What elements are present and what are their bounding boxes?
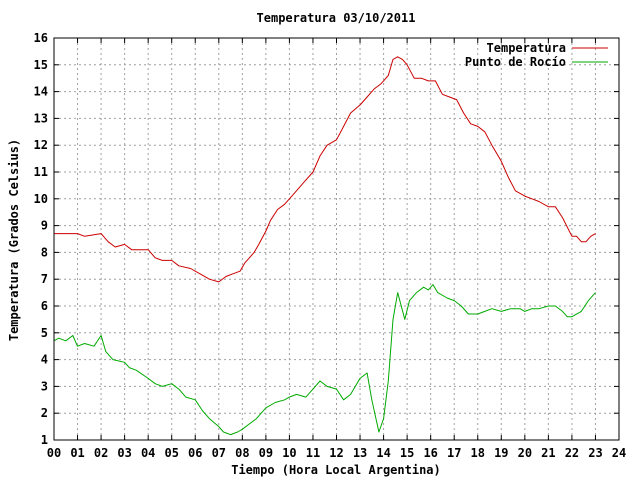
- x-tick-label: 06: [188, 446, 202, 460]
- x-tick-label: 01: [70, 446, 84, 460]
- y-tick-label: 12: [34, 138, 48, 152]
- y-tick-label: 10: [34, 192, 48, 206]
- x-tick-label: 10: [282, 446, 296, 460]
- legend-label-temperatura: Temperatura: [487, 41, 566, 55]
- x-tick-label: 13: [353, 446, 367, 460]
- x-tick-label: 21: [541, 446, 555, 460]
- x-tick-label: 08: [235, 446, 249, 460]
- y-tick-label: 8: [41, 245, 48, 259]
- y-tick-label: 9: [41, 219, 48, 233]
- x-tick-label: 05: [164, 446, 178, 460]
- x-tick-label: 12: [329, 446, 343, 460]
- y-tick-label: 14: [34, 85, 48, 99]
- x-tick-label: 14: [376, 446, 390, 460]
- x-tick-label: 18: [471, 446, 485, 460]
- plot-frame: [53, 37, 620, 441]
- x-tick-label: 16: [423, 446, 437, 460]
- x-tick-label: 23: [588, 446, 602, 460]
- y-tick-label: 11: [34, 165, 48, 179]
- x-tick-label: 11: [306, 446, 320, 460]
- y-axis-label: Temperatura (Grados Celsius): [7, 139, 21, 341]
- y-tick-label: 6: [41, 299, 48, 313]
- x-tick-label: 19: [494, 446, 508, 460]
- y-tick-label: 13: [34, 111, 48, 125]
- legend-label-punto-de-rocio: Punto de Rocío: [465, 55, 566, 69]
- x-tick-label: 03: [117, 446, 131, 460]
- series-lines: [53, 56, 596, 436]
- chart-title: Temperatura 03/10/2011: [257, 11, 416, 25]
- series-line-temperatura: [54, 56, 596, 283]
- x-axis-label: Tiempo (Hora Local Argentina): [231, 463, 441, 477]
- x-tick-label: 15: [400, 446, 414, 460]
- y-tick-label: 7: [41, 272, 48, 286]
- y-tick-label: 4: [41, 353, 48, 367]
- x-tick-label: 20: [518, 446, 532, 460]
- legend: Temperatura Punto de Rocío: [465, 41, 608, 69]
- x-tick-label: 17: [447, 446, 461, 460]
- series-line-punto-de-rocio: [53, 284, 596, 436]
- x-tick-label: 02: [94, 446, 108, 460]
- y-tick-label: 2: [41, 406, 48, 420]
- y-tick-label: 15: [34, 58, 48, 72]
- grid-lines: [54, 38, 619, 440]
- x-tick-label: 07: [212, 446, 226, 460]
- x-tick-label: 00: [47, 446, 61, 460]
- x-tick-label: 09: [259, 446, 273, 460]
- x-tick-label: 24: [612, 446, 626, 460]
- axis-ticks: 00 01 02 03 04 05 06 07 08 09 10 11 12 13 14 15 16 17 18 19…: [34, 31, 627, 460]
- x-tick-label: 04: [141, 446, 155, 460]
- y-tick-label: 16: [34, 31, 48, 45]
- x-tick-label: 22: [565, 446, 579, 460]
- y-tick-label: 5: [41, 326, 48, 340]
- y-tick-label: 1: [41, 433, 48, 447]
- y-tick-label: 3: [41, 379, 48, 393]
